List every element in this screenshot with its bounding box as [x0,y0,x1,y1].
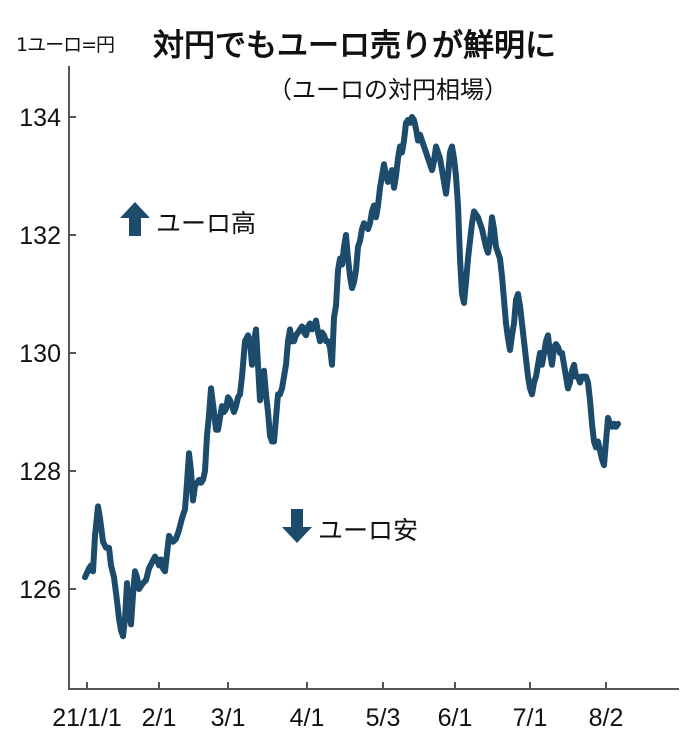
y-tick-label: 130 [19,340,61,368]
y-tick-label: 126 [19,576,61,604]
annotation-euro-low: ユーロ安 [280,507,418,551]
x-tick-label: 7/1 [513,704,548,732]
x-tick-label: 3/1 [211,704,246,732]
x-tick-label: 5/3 [366,704,401,732]
x-tick-label: 2/1 [142,704,177,732]
chart-title: 対円でもユーロ売りが鮮明に [153,28,556,64]
y-axis: 126 128 130 132 134 [19,66,76,690]
x-tick-label: 4/1 [290,704,325,732]
y-tick-label: 134 [19,104,61,132]
y-tick-label: 128 [19,458,61,486]
euro-yen-line [82,114,621,640]
arrow-down-icon [280,507,314,551]
y-tick-label: 132 [19,222,61,250]
annotation-euro-high: ユーロ高 [118,200,256,244]
y-axis-ticks: 126 128 130 132 134 [19,104,76,604]
x-axis-ticks: 21/1/1 2/1 3/1 4/1 5/3 6/1 7/1 8/2 [52,682,623,732]
x-tick-label: 6/1 [438,704,473,732]
annotation-euro-high-label: ユーロ高 [156,209,257,238]
annotation-euro-low-label: ユーロ安 [318,516,419,545]
arrow-up-icon [118,200,152,244]
y-axis-unit-label: 1ユーロ=円 [16,34,115,56]
x-tick-label: 21/1/1 [52,704,122,732]
x-tick-label: 8/2 [589,704,624,732]
chart-subtitle: （ユーロの対円相場） [268,76,508,104]
x-axis: 21/1/1 2/1 3/1 4/1 5/3 6/1 7/1 8/2 [52,682,679,732]
